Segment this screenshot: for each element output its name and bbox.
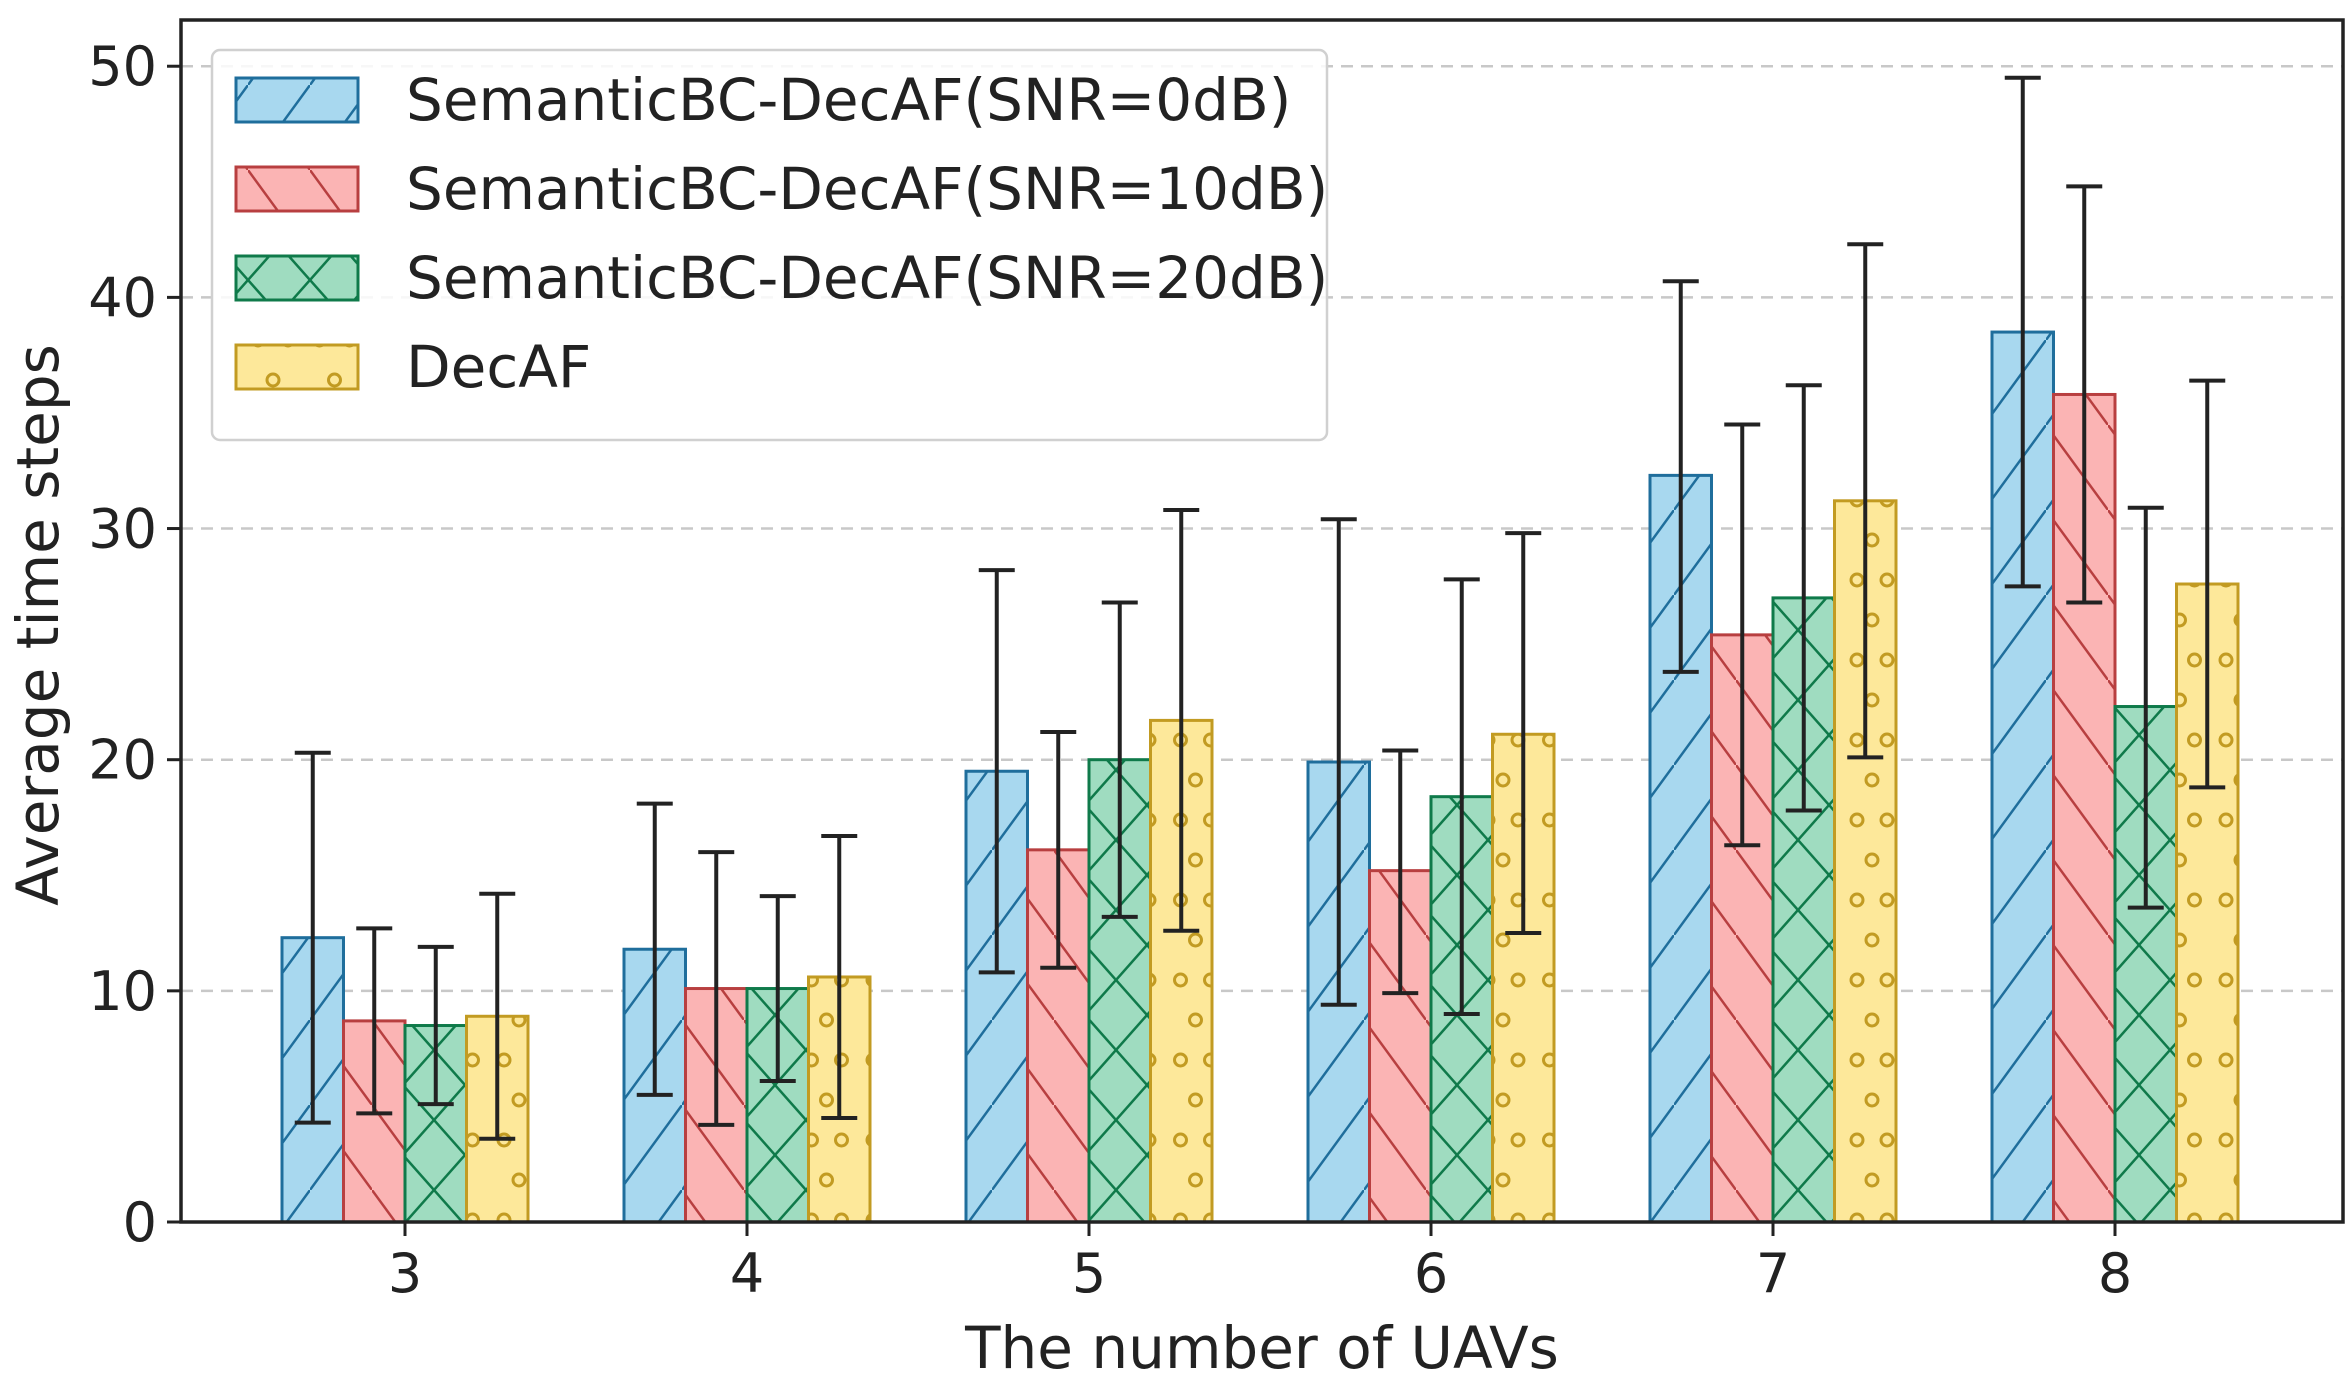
error-bar [759, 894, 796, 1083]
x-tick-label: 6 [1414, 1242, 1448, 1305]
bars [280, 330, 2240, 1224]
error-bar [2189, 378, 2226, 790]
legend-swatch [234, 343, 360, 391]
legend-label: SemanticBC-DecAF(SNR=0dB) [406, 66, 1291, 134]
legend-label: SemanticBC-DecAF(SNR=10dB) [406, 155, 1328, 223]
error-bar [479, 891, 516, 1141]
legend-box [210, 48, 1329, 442]
legend-item: SemanticBC-DecAF(SNR=20dB) [234, 244, 1328, 312]
legend-swatch [234, 76, 360, 124]
error-bar [2127, 505, 2164, 910]
y-axis-title: Average time steps [4, 344, 72, 906]
x-tick-label: 8 [2098, 1242, 2132, 1305]
legend-label: SemanticBC-DecAF(SNR=20dB) [406, 244, 1328, 312]
error-bars [294, 75, 2226, 1141]
y-tick-label: 10 [88, 960, 157, 1023]
error-bar [417, 944, 454, 1107]
y-tick-label: 40 [88, 266, 157, 329]
y-tick-label: 50 [88, 35, 157, 98]
error-bar [1320, 517, 1357, 1007]
error-bar [1101, 600, 1138, 919]
x-tick-label: 5 [1072, 1242, 1106, 1305]
y-tick-label: 20 [88, 729, 157, 792]
legend: SemanticBC-DecAF(SNR=0dB) SemanticBC-DecA… [210, 48, 1329, 442]
legend-label: DecAF [406, 333, 591, 401]
error-bar [1847, 242, 1884, 760]
error-bar [821, 833, 858, 1120]
error-bar [2066, 184, 2103, 605]
plot-frame [179, 18, 2345, 1224]
error-bar [1724, 422, 1761, 848]
legend-swatch [234, 165, 360, 213]
x-axis-title: The number of UAVs [964, 1314, 1559, 1382]
legend-item: SemanticBC-DecAF(SNR=10dB) [234, 155, 1328, 223]
error-bar [1662, 279, 1699, 674]
error-bar [1785, 383, 1822, 813]
legend-item: SemanticBC-DecAF(SNR=0dB) [234, 66, 1291, 134]
legend-swatch [234, 254, 360, 302]
error-bar [2004, 75, 2041, 589]
error-bar [1040, 729, 1077, 970]
error-bar [698, 850, 735, 1127]
error-bar [1163, 508, 1200, 933]
error-bar [1382, 748, 1419, 996]
x-tick-label: 7 [1756, 1242, 1790, 1305]
x-tick-label: 4 [730, 1242, 764, 1305]
error-bar [294, 750, 331, 1125]
y-tick-label: 30 [88, 498, 157, 561]
legend-item: DecAF [234, 333, 591, 401]
axes: 0 10 20 30 40 50 3 4 5 6 7 8 [88, 18, 2345, 1305]
y-tick-label: 0 [123, 1191, 157, 1254]
error-bar [978, 568, 1015, 975]
error-bar [356, 926, 393, 1116]
error-bar [1505, 531, 1542, 936]
error-bar [1443, 577, 1480, 1016]
x-tick-label: 3 [388, 1242, 422, 1305]
error-bar [636, 801, 673, 1097]
